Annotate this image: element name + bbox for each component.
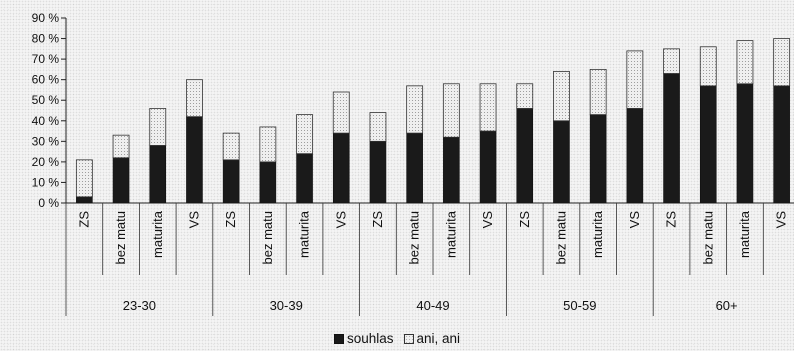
bar-souhlas [699, 85, 717, 204]
x-category-label: ZS [223, 211, 238, 228]
x-category-label: VS [627, 211, 642, 229]
y-tick-label: 40 % [32, 114, 60, 128]
bar-ani-ani [369, 112, 387, 142]
bar-souhlas [626, 108, 644, 204]
bar-ani-ani [773, 38, 791, 87]
bar-souhlas [76, 196, 93, 204]
bar-souhlas [479, 130, 497, 204]
x-category-label: ZS [517, 211, 532, 228]
bar-ani-ani [699, 46, 717, 87]
bar-ani-ani [589, 68, 607, 116]
bar-ani-ani [296, 114, 313, 155]
x-category-label: VS [333, 211, 348, 229]
bar-ani-ani [553, 71, 570, 122]
legend-label-ani-ani: ani, ani [416, 331, 461, 346]
y-tick-label: 70 % [32, 52, 60, 66]
y-axis-tick-labels: 0 % 10 % 20 % 30 % 40 % 50 % 60 % 70 % 80 % 90 % [32, 11, 60, 210]
bar-souhlas [332, 132, 350, 204]
y-tick-label: 20 % [32, 155, 60, 169]
x-category-label: ZS [76, 211, 91, 228]
bar-souhlas [112, 157, 130, 204]
legend-label-souhlas: souhlas [346, 331, 394, 346]
bar-ani-ani [112, 134, 130, 159]
bar-souhlas [443, 136, 460, 204]
chart-bars [75, 38, 791, 204]
bar-souhlas [186, 116, 203, 204]
x-category-label: VS [186, 211, 201, 229]
bar-ani-ani [149, 108, 167, 146]
bar-souhlas [149, 145, 167, 204]
bar-ani-ani [479, 83, 497, 132]
chart-axes [61, 17, 794, 316]
x-category-label: bez matu [113, 211, 128, 264]
bar-ani-ani [516, 83, 534, 109]
bar-ani-ani [736, 40, 754, 85]
x-category-label: maturita [297, 210, 312, 258]
bar-ani-ani [442, 83, 460, 138]
legend-swatch-souhlas [333, 333, 344, 344]
bar-souhlas [222, 159, 240, 204]
y-tick-label: 30 % [32, 134, 60, 148]
bar-ani-ani [259, 126, 277, 163]
x-category-label: maturita [150, 210, 165, 258]
bar-souhlas [369, 141, 387, 204]
bar-ani-ani [626, 50, 644, 109]
x-category-label: bez matu [407, 211, 422, 264]
bar-ani-ani [332, 91, 350, 134]
x-category-label: bez matu [260, 211, 275, 264]
x-category-label: maturita [443, 210, 458, 258]
bar-souhlas [406, 132, 423, 204]
bar-souhlas [259, 161, 277, 204]
x-category-label: ZS [370, 211, 385, 228]
x-group-label: 60+ [716, 298, 738, 313]
x-group-label: 23-30 [123, 298, 156, 313]
y-tick-label: 50 % [32, 93, 60, 107]
legend-item-souhlas: souhlas [333, 331, 394, 346]
bar-ani-ani [75, 159, 93, 198]
x-axis-group-labels: 23-30 30-39 40-49 50-59 60+ [123, 298, 738, 313]
bar-souhlas [663, 73, 680, 204]
x-group-label: 30-39 [270, 298, 303, 313]
x-category-label: maturita [737, 210, 752, 258]
bar-souhlas [589, 114, 607, 204]
x-category-label: VS [774, 211, 789, 229]
chart-plot: 0 %10 %20 %30 %40 %50 %60 %70 %80 %90 % … [32, 11, 794, 316]
bar-ani-ani [186, 79, 203, 118]
x-category-label: bez matu [700, 211, 715, 264]
y-tick-label: 80 % [32, 32, 60, 46]
bar-ani-ani [222, 132, 240, 161]
x-category-label: maturita [590, 210, 605, 258]
x-category-label: bez matu [553, 211, 568, 264]
x-category-label: VS [480, 211, 495, 229]
legend-item-ani-ani: ani, ani [403, 331, 461, 346]
x-axis-category-labels: ZS bez matu maturita VS ZS bez matu maturita VS… [76, 210, 788, 264]
x-category-label: ZS [664, 211, 679, 228]
bar-souhlas [553, 120, 570, 204]
bar-ani-ani [406, 85, 424, 134]
y-tick-label: 0 % [38, 196, 59, 210]
y-tick-label: 10 % [32, 175, 60, 189]
y-tick-label: 60 % [32, 73, 60, 87]
bar-souhlas [736, 83, 754, 204]
x-group-label: 40-49 [416, 298, 449, 313]
y-tick-label: 90 % [32, 11, 60, 25]
bar-souhlas [773, 85, 790, 204]
legend-swatch-ani-ani [403, 333, 414, 344]
bar-ani-ani [663, 48, 680, 74]
bar-souhlas [516, 108, 534, 204]
bar-souhlas [296, 153, 313, 204]
x-group-label: 50-59 [563, 298, 596, 313]
chart-legend: souhlas ani, ani [0, 331, 794, 346]
